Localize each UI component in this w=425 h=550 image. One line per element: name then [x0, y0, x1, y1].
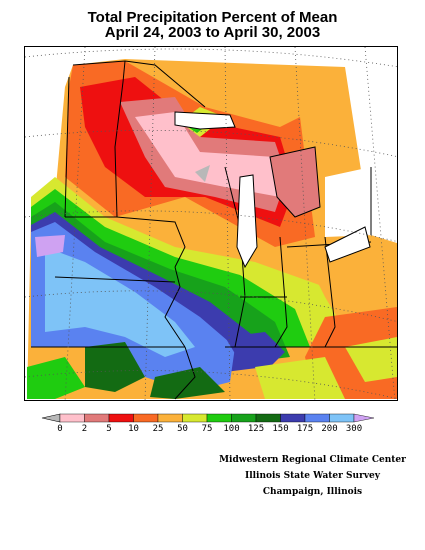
- legend-swatch: [133, 413, 159, 423]
- lat-lon-grid: [25, 47, 397, 400]
- legend-tick-label: 50: [177, 424, 188, 434]
- legend-tick-label: 0: [57, 424, 63, 434]
- map-title: Total Precipitation Percent of Mean Apri…: [0, 10, 425, 40]
- legend-tick-label: 2: [81, 424, 88, 434]
- legend-swatch: [353, 413, 375, 423]
- legend-tick-label: 100: [223, 424, 240, 434]
- legend-colorbar: [41, 413, 375, 423]
- legend-swatch: [157, 413, 183, 423]
- legend-swatch: [84, 413, 110, 423]
- legend-swatch: [304, 413, 330, 423]
- credit-line-1: Midwestern Regional Climate Center: [219, 455, 406, 465]
- credit-line-2: Illinois State Water Survey: [244, 471, 381, 481]
- legend-under-triangle: [41, 413, 61, 423]
- legend-tick-label: 125: [247, 424, 265, 434]
- precipitation-map: [24, 46, 398, 401]
- precipitation-fill: [27, 59, 397, 399]
- legend-tick-label: 75: [201, 424, 213, 434]
- legend-tick-label: 175: [296, 424, 314, 434]
- legend-swatch: [329, 413, 355, 423]
- credit-line-3: Champaign, Illinois: [262, 487, 363, 497]
- title-line-2: April 24, 2003 to April 30, 2003: [104, 24, 321, 41]
- legend-tick-label: 200: [321, 424, 338, 434]
- legend-swatch: [182, 413, 208, 423]
- title-line-1: Total Precipitation Percent of Mean: [87, 9, 338, 26]
- legend-tick-label: 5: [106, 424, 112, 434]
- map-canvas: [25, 47, 397, 400]
- legend-tick-label: 25: [152, 424, 164, 434]
- legend-swatch: [206, 413, 232, 423]
- legend-swatch: [255, 413, 281, 423]
- legend-tick-label: 10: [128, 424, 139, 434]
- legend-swatch: [108, 413, 134, 423]
- color-legend: 0 2 5 10 25 50 75 100 125 150 175 200 300: [38, 410, 388, 440]
- legend-tick-label: 300: [345, 424, 363, 434]
- legend-swatch: [231, 413, 257, 423]
- great-lakes: [174, 111, 371, 269]
- legend-tick-label: 150: [272, 424, 289, 434]
- credits: Midwestern Regional Climate Center Illin…: [200, 452, 425, 500]
- legend-swatch: [59, 413, 85, 423]
- legend-swatch: [280, 413, 306, 423]
